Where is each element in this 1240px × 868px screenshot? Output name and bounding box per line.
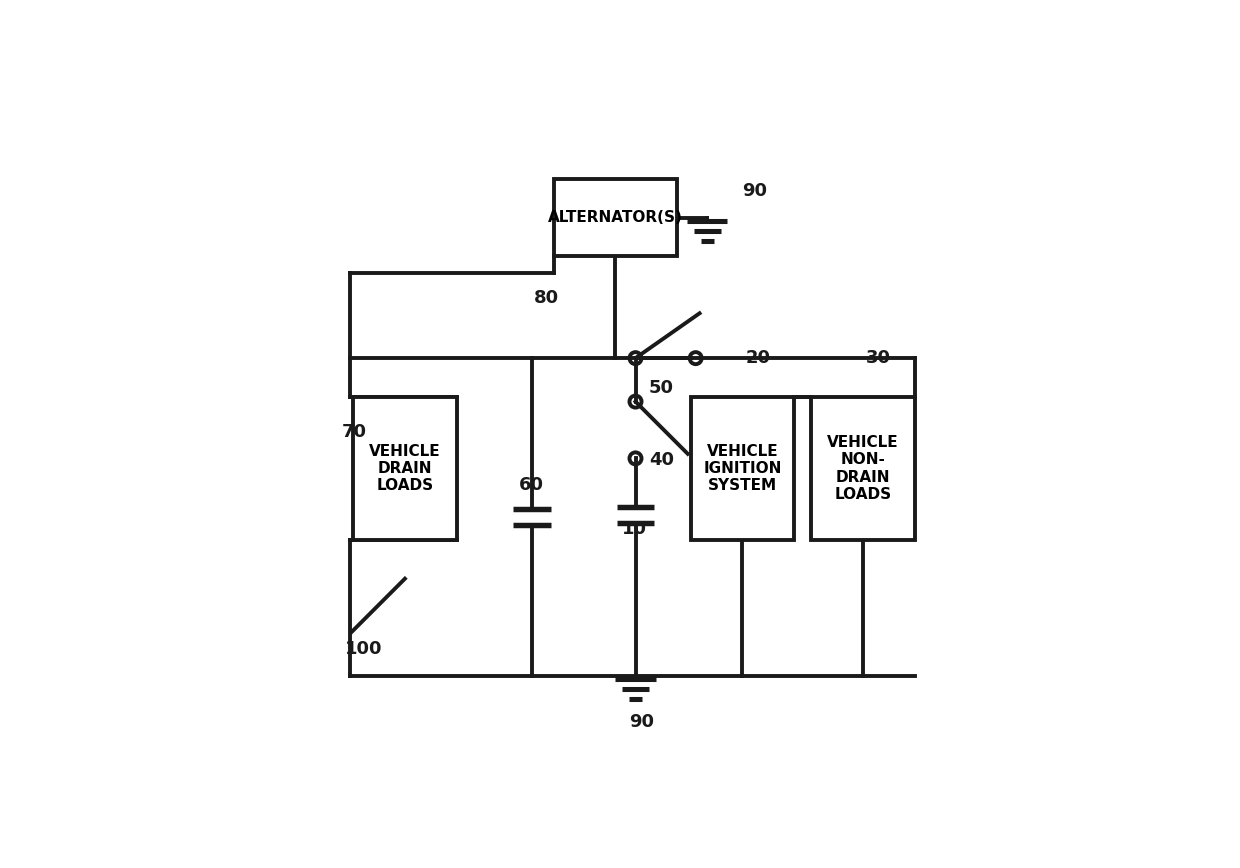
Text: ALTERNATOR(S): ALTERNATOR(S) bbox=[548, 210, 683, 226]
Text: 10: 10 bbox=[622, 520, 647, 537]
Text: 70: 70 bbox=[341, 423, 367, 441]
Text: VEHICLE
NON-
DRAIN
LOADS: VEHICLE NON- DRAIN LOADS bbox=[827, 435, 899, 502]
Text: 80: 80 bbox=[533, 289, 559, 307]
Bar bbox=[691, 397, 795, 540]
Text: VEHICLE
DRAIN
LOADS: VEHICLE DRAIN LOADS bbox=[370, 444, 440, 493]
Text: 30: 30 bbox=[866, 349, 892, 367]
Text: 20: 20 bbox=[745, 349, 771, 367]
Text: VEHICLE
IGNITION
SYSTEM: VEHICLE IGNITION SYSTEM bbox=[703, 444, 781, 493]
Text: 50: 50 bbox=[649, 379, 673, 398]
Bar bbox=[553, 180, 677, 256]
Text: 60: 60 bbox=[518, 477, 543, 494]
Bar bbox=[811, 397, 915, 540]
Text: 90: 90 bbox=[629, 713, 653, 732]
Text: 40: 40 bbox=[649, 450, 673, 469]
Bar bbox=[353, 397, 456, 540]
Text: 90: 90 bbox=[743, 182, 768, 200]
Text: 100: 100 bbox=[345, 640, 382, 658]
